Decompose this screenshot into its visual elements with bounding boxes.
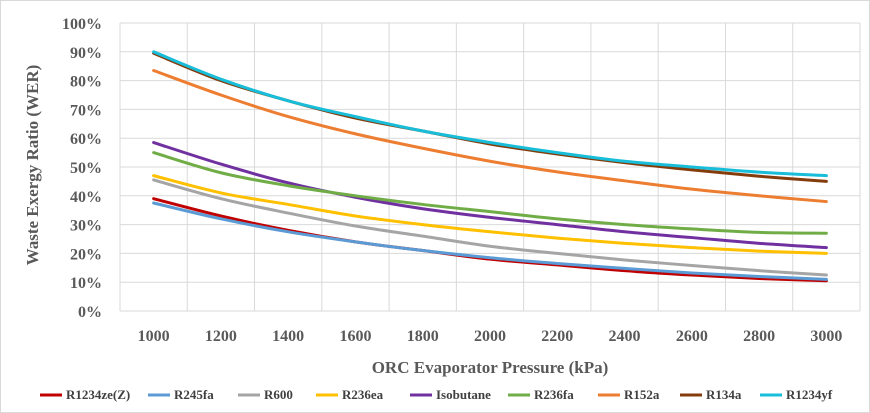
y-tick-label: 60% — [70, 131, 102, 148]
legend-label-r1234yf: R1234yf — [786, 387, 833, 402]
series-line-isobutane — [152, 141, 828, 250]
x-tick-label: 2000 — [474, 328, 506, 345]
series-line-r245fa — [152, 201, 828, 281]
x-tick-label: 2600 — [676, 328, 708, 345]
x-tick-label: 1000 — [138, 328, 170, 345]
series-line-r600 — [152, 178, 828, 277]
y-axis-title: Waste Exergy Ratio (WER) — [23, 65, 42, 266]
legend-label-r236fa: R236fa — [534, 387, 574, 402]
y-tick-label: 0% — [78, 304, 102, 321]
x-tick-label: 1400 — [272, 328, 304, 345]
y-tick-label: 30% — [70, 218, 102, 235]
x-tick-label: 2800 — [743, 328, 775, 345]
gridlines — [119, 22, 861, 312]
legend-label-isobutane: Isobutane — [436, 387, 491, 402]
series-line-r1234yf — [152, 50, 828, 178]
legend-label-r152a: R152a — [624, 387, 660, 402]
y-tick-label: 50% — [70, 160, 102, 177]
x-tick-label: 1800 — [407, 328, 439, 345]
y-tick-label: 70% — [70, 102, 102, 119]
legend-label-r245fa: R245fa — [174, 387, 214, 402]
legend-label-r236ea: R236ea — [342, 387, 384, 402]
y-tick-label: 80% — [70, 74, 102, 91]
x-tick-label: 3000 — [810, 328, 842, 345]
y-tick-label: 90% — [70, 45, 102, 62]
x-axis-title: ORC Evaporator Pressure (kPa) — [372, 358, 609, 377]
x-tick-label: 2400 — [609, 328, 641, 345]
y-tick-label: 100% — [62, 16, 102, 33]
y-tick-label: 10% — [70, 275, 102, 292]
series-lines — [152, 50, 828, 283]
x-tick-label: 1200 — [205, 328, 237, 345]
y-axis-ticks: 0% 10% 20% 30% 40% 50% 60% 70% 80% 90% 100% — [62, 16, 102, 321]
y-tick-label: 20% — [70, 246, 102, 263]
legend: R1234ze(Z) R245fa R600 R236ea Isobutane R236f… — [40, 387, 833, 402]
legend-label-r134a: R134a — [706, 387, 742, 402]
series-line-r236fa — [152, 151, 828, 235]
x-axis-ticks: 1000 1200 1400 1600 1800 2000 2200 2400 2600 2800… — [138, 328, 843, 345]
x-tick-label: 2200 — [541, 328, 573, 345]
y-tick-label: 40% — [70, 189, 102, 206]
legend-label-r600: R600 — [264, 387, 293, 402]
legend-label-r1234ze-z: R1234ze(Z) — [66, 387, 130, 402]
x-tick-label: 1600 — [339, 328, 371, 345]
series-line-r152a — [152, 69, 828, 204]
series-line-r236ea — [152, 174, 828, 255]
